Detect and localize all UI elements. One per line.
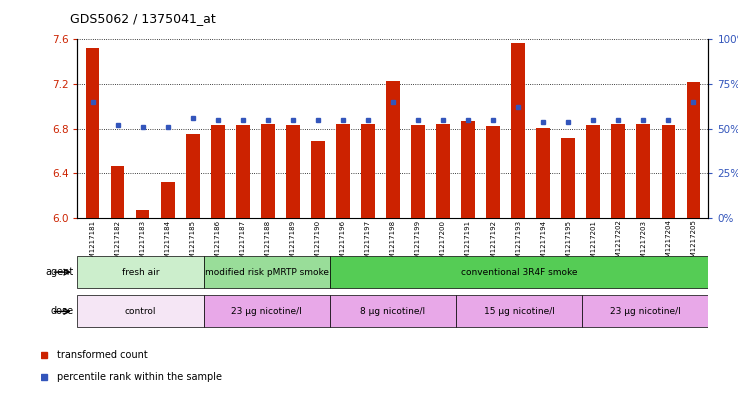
Bar [77,256,204,288]
Bar [436,124,450,218]
Bar [336,124,350,218]
Bar [330,296,456,327]
Bar [77,296,204,327]
Text: transformed count: transformed count [58,350,148,360]
Bar [136,210,150,218]
Bar [661,125,675,218]
Bar [456,296,582,327]
Text: 23 µg nicotine/l: 23 µg nicotine/l [610,307,680,316]
Text: 23 µg nicotine/l: 23 µg nicotine/l [232,307,302,316]
Text: percentile rank within the sample: percentile rank within the sample [58,372,222,382]
Bar [562,138,575,218]
Bar [311,141,325,218]
Bar [582,296,708,327]
Bar [186,134,199,218]
Bar [511,43,525,218]
Text: conventional 3R4F smoke: conventional 3R4F smoke [461,268,577,277]
Text: 15 µg nicotine/l: 15 µg nicotine/l [483,307,555,316]
Bar [211,125,224,218]
Bar [261,124,275,218]
Text: 8 µg nicotine/l: 8 µg nicotine/l [360,307,426,316]
Bar [461,121,475,218]
Text: modified risk pMRTP smoke: modified risk pMRTP smoke [204,268,329,277]
Text: agent: agent [46,267,74,277]
Bar [330,256,708,288]
Bar [587,125,600,218]
Bar [86,48,100,218]
Bar [286,125,300,218]
Bar [537,128,550,218]
Bar [386,81,400,218]
Text: GDS5062 / 1375041_at: GDS5062 / 1375041_at [70,12,215,25]
Text: control: control [125,307,156,316]
Bar [111,165,125,218]
Text: fresh air: fresh air [122,268,159,277]
Bar [411,125,425,218]
Bar [636,124,650,218]
Bar [204,296,330,327]
Text: dose: dose [51,307,74,316]
Bar [486,127,500,218]
Bar [204,256,330,288]
Bar [236,125,249,218]
Bar [686,82,700,218]
Bar [612,124,625,218]
Bar [361,124,375,218]
Bar [161,182,174,218]
